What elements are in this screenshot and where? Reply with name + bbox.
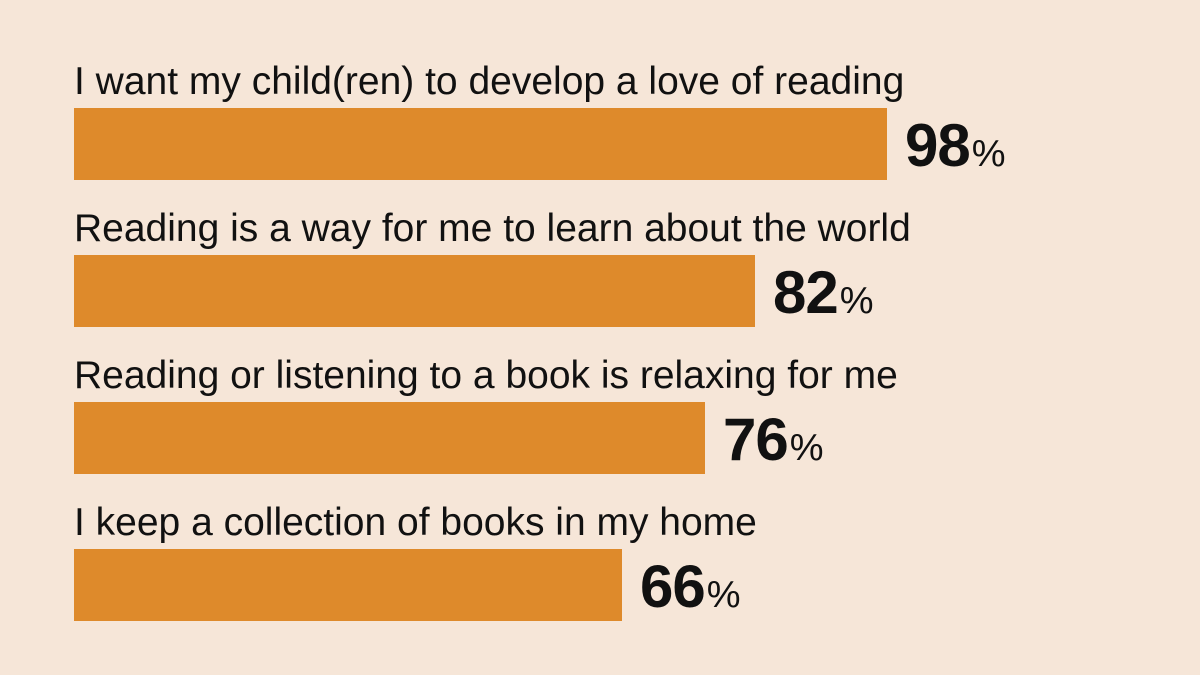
data-label-unit: % [789, 427, 824, 469]
data-label-unit: % [706, 574, 741, 616]
data-label-unit: % [839, 280, 874, 322]
data-label: 82% [773, 263, 874, 323]
bar-label: I keep a collection of books in my home [74, 501, 757, 544]
bar [74, 549, 622, 621]
data-label-unit: % [971, 133, 1006, 175]
bar-label: I want my child(ren) to develop a love o… [74, 60, 905, 103]
bar-label: Reading is a way for me to learn about t… [74, 207, 911, 250]
bar [74, 108, 887, 180]
data-label-value: 82 [773, 259, 839, 326]
bar [74, 402, 705, 474]
data-label: 98% [905, 116, 1006, 176]
data-label-value: 66 [640, 553, 706, 620]
data-label-value: 98 [905, 112, 971, 179]
bar [74, 255, 755, 327]
data-label-value: 76 [723, 406, 789, 473]
data-label: 76% [723, 410, 824, 470]
data-label: 66% [640, 557, 741, 617]
bar-label: Reading or listening to a book is relaxi… [74, 354, 898, 397]
